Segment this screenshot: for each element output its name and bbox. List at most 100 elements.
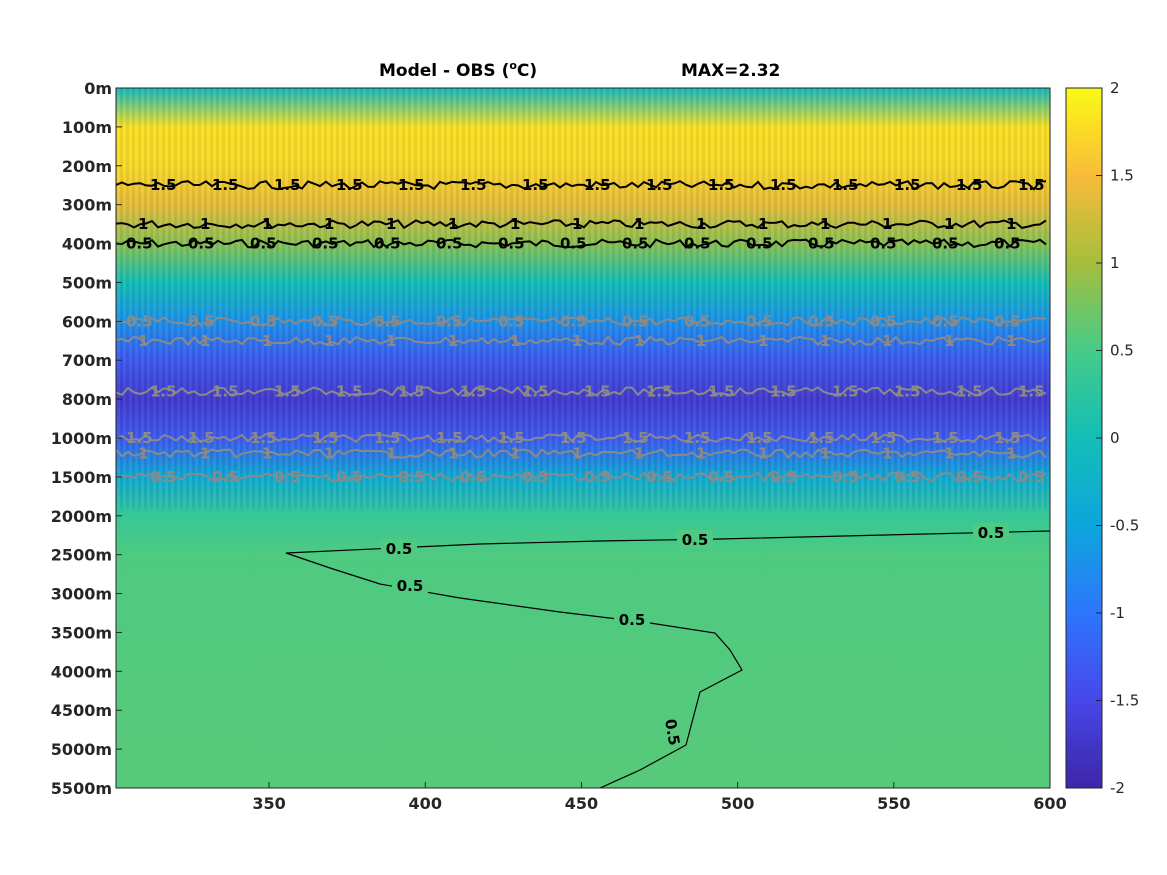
contour-label: 1.5 xyxy=(584,176,611,194)
contour-label: 0.5 xyxy=(746,312,773,330)
contour-label: 1 xyxy=(448,332,458,350)
contour-label: 0.5 xyxy=(498,312,525,330)
contour-label: 1 xyxy=(882,332,892,350)
y-tick-label: 200m xyxy=(62,157,112,176)
contour-label: 0.5 xyxy=(808,312,835,330)
contour-label: 1.5 xyxy=(250,429,277,447)
contour-label: 0.5 xyxy=(522,468,549,486)
y-tick-label: 2500m xyxy=(51,546,112,565)
contour-label: 0.5 xyxy=(188,235,215,253)
contour-label: 1.5 xyxy=(436,429,463,447)
contour-label: 1 xyxy=(758,332,768,350)
contour-label: 1 xyxy=(758,445,768,463)
contour-label: 1.5 xyxy=(808,429,835,447)
contour-line xyxy=(116,316,1047,327)
contour-label: 0.5 xyxy=(386,540,413,558)
contour-label: 1.5 xyxy=(522,176,549,194)
contour-label: 1.5 xyxy=(894,382,921,400)
contour-label: 0.5 xyxy=(436,312,463,330)
contour-label: 1 xyxy=(448,215,458,233)
contour-label: 1 xyxy=(820,215,830,233)
contour-label: 0.5 xyxy=(212,468,239,486)
contour-line xyxy=(116,471,1047,483)
y-tick-label: 1500m xyxy=(51,468,112,487)
colorbar-tick-label: 1.5 xyxy=(1110,167,1134,185)
contour-label: 1 xyxy=(696,215,706,233)
contour-label: 0.5 xyxy=(126,312,153,330)
contour-label: 1.5 xyxy=(126,429,153,447)
contour-label: 0.5 xyxy=(622,312,649,330)
contour-label: 0.5 xyxy=(336,468,363,486)
contour-label: 1 xyxy=(634,215,644,233)
contour-label: 0.5 xyxy=(684,312,711,330)
contour-label: 1.5 xyxy=(274,176,301,194)
contour-label: 0.5 xyxy=(397,577,424,595)
contour-label: 1.5 xyxy=(150,176,177,194)
contour-label: 1 xyxy=(510,215,520,233)
colorbar-tick-label: -2 xyxy=(1110,779,1125,797)
plot-area: 0.5 0.5 0.5 0.5 0.5 0.5 0.5 0.5 0.5 0.5 0.5 0.5 0.5 0… xyxy=(116,88,1050,788)
contour-label: 0.5 xyxy=(619,611,646,629)
contour-label: 0.5 xyxy=(374,312,401,330)
contour-label: 1.5 xyxy=(1018,382,1045,400)
contour-label: 0.5 xyxy=(312,235,339,253)
contour-label: 1 xyxy=(820,445,830,463)
contour-label: 1.5 xyxy=(894,176,921,194)
contour-label: 1 xyxy=(1006,445,1016,463)
contour-label: 0.5 xyxy=(560,312,587,330)
contour-label: 0.5 xyxy=(870,235,897,253)
x-tick-label: 600 xyxy=(1033,794,1066,813)
x-tick-label: 400 xyxy=(409,794,442,813)
contour-label: 0.5 xyxy=(1018,468,1045,486)
contour-label: 1.5 xyxy=(684,429,711,447)
x-tick-label: 500 xyxy=(721,794,754,813)
contour-label: 1.5 xyxy=(150,382,177,400)
contour-line xyxy=(116,218,1047,230)
y-tick-label: 3000m xyxy=(51,585,112,604)
contour-label: 1 xyxy=(634,445,644,463)
colorbar-tick-label: 1 xyxy=(1110,254,1120,272)
contour-line xyxy=(116,432,1047,444)
y-axis: 0m 100m 200m 300m 400m 500m 600m 700m 800m 1000m 1… xyxy=(51,79,122,798)
colorbar-tick-label: 0 xyxy=(1110,429,1120,447)
contour-label: 0.5 xyxy=(436,235,463,253)
chart-max-label: MAX=2.32 xyxy=(681,61,780,81)
x-axis: 350 400 450 500 550 600 xyxy=(252,782,1067,813)
y-tick-label: 600m xyxy=(62,312,112,331)
contour-label: 1 xyxy=(944,215,954,233)
contour-label: 0.5 xyxy=(682,531,709,549)
contour-line xyxy=(116,238,1047,249)
contour-label: 1 xyxy=(1006,332,1016,350)
chart-title: Model - OBS (oC) xyxy=(379,59,537,81)
contour-label: 1 xyxy=(820,332,830,350)
contour-label: 0.5 xyxy=(770,468,797,486)
y-tick-label: 300m xyxy=(62,196,112,215)
contour-label: 1.5 xyxy=(870,429,897,447)
contour-label: 1 xyxy=(572,215,582,233)
contour-label: 1 xyxy=(262,215,272,233)
contour-label: 0.5 xyxy=(894,468,921,486)
y-tick-label: 5500m xyxy=(51,779,112,798)
contour-label: 0.5 xyxy=(684,235,711,253)
contour-label: 1.5 xyxy=(770,176,797,194)
y-tick-label: 1000m xyxy=(51,429,112,448)
contour-label: 1.5 xyxy=(1018,176,1045,194)
colorbar-ticks: 2 1.5 1 0.5 0 -0.5 -1 -1.5 -2 xyxy=(1096,79,1139,797)
x-tick-label: 450 xyxy=(565,794,598,813)
contour-label: 0.5 xyxy=(978,524,1005,542)
contour-label: 1 xyxy=(200,445,210,463)
contour-label: 1.5 xyxy=(770,382,797,400)
contour-label: 1 xyxy=(696,445,706,463)
x-tick-label: 350 xyxy=(252,794,285,813)
contour-label: 1 xyxy=(138,215,148,233)
contour-label: 1.5 xyxy=(622,429,649,447)
contour-label: 1.5 xyxy=(956,382,983,400)
contour-label-bg xyxy=(973,523,1009,541)
contour-label: 1 xyxy=(510,332,520,350)
contour-label: 1 xyxy=(696,332,706,350)
y-tick-label: 0m xyxy=(84,79,112,98)
contour-label: 1 xyxy=(758,215,768,233)
contour-label: 1 xyxy=(572,332,582,350)
y-tick-label: 4000m xyxy=(51,662,112,681)
